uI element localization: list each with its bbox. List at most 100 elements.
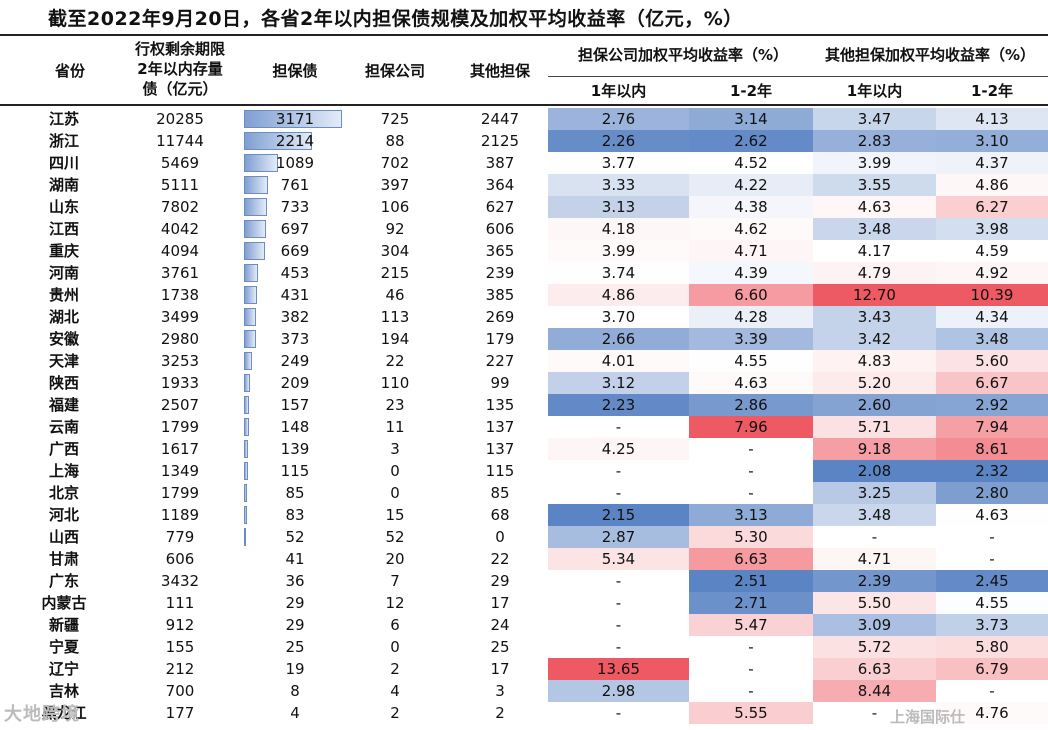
remaining-cell: 606 — [165, 550, 195, 568]
company-1y-cell: 13.65 — [597, 660, 640, 678]
other-12y-heat — [936, 504, 1048, 526]
header-bottom-rule — [0, 104, 1048, 106]
header-guarantee: 担保债 — [272, 62, 318, 80]
company-12y-cell: 3.13 — [734, 506, 768, 524]
guarantee-bar — [244, 264, 258, 282]
company-1y-cell: - — [615, 594, 622, 612]
table-row: 广东 3432 7 29 36 - 2.51 2.39 2.45 — [0, 570, 1048, 592]
other-12y-cell: 5.60 — [975, 352, 1009, 370]
guarantee-cell: 25 — [285, 638, 305, 656]
company-1y-cell: 2.98 — [601, 682, 636, 700]
other-1y-heat — [813, 570, 936, 592]
guarantee-cell: 1089 — [275, 154, 315, 172]
table-row: 江西 4042 92 606 697 4.18 4.62 3.48 3.98 — [0, 218, 1048, 240]
header-other-12y: 1-2年 — [970, 82, 1014, 100]
company-cell: 0 — [390, 638, 400, 656]
province-cell: 内蒙古 — [41, 594, 87, 612]
company-12y-heat — [689, 416, 813, 438]
other-1y-heat — [813, 394, 936, 416]
other-12y-heat — [936, 614, 1048, 636]
other-1y-cell: 3.09 — [857, 616, 892, 634]
company-12y-cell: - — [748, 440, 754, 458]
other-cell: 0 — [495, 528, 505, 546]
other-1y-cell: 8.44 — [857, 682, 892, 700]
other-1y-cell: 3.43 — [857, 308, 892, 326]
other-12y-cell: 2.92 — [975, 396, 1009, 414]
company-12y-cell: 2.51 — [734, 572, 768, 590]
province-cell: 河南 — [48, 264, 79, 282]
other-12y-cell: 4.92 — [975, 264, 1009, 282]
company-cell: 194 — [380, 330, 410, 348]
company-12y-cell: 4.52 — [734, 154, 768, 172]
company-cell: 46 — [385, 286, 405, 304]
other-cell: 137 — [485, 440, 515, 458]
other-cell: 269 — [485, 308, 515, 326]
company-1y-heat — [548, 262, 689, 284]
company-cell: 6 — [390, 616, 400, 634]
other-12y-cell: 10.39 — [970, 286, 1014, 304]
remaining-cell: 779 — [165, 528, 195, 546]
other-1y-heat — [813, 438, 936, 460]
other-1y-heat — [813, 482, 936, 504]
company-12y-heat — [689, 526, 813, 548]
other-1y-heat — [813, 174, 936, 196]
other-12y-heat — [936, 350, 1048, 372]
province-cell: 重庆 — [48, 242, 79, 260]
guarantee-bar — [244, 154, 278, 172]
company-12y-cell: 4.22 — [734, 176, 768, 194]
guarantee-cell: 115 — [280, 462, 310, 480]
company-12y-cell: 2.62 — [734, 132, 768, 150]
province-cell: 上海 — [48, 462, 79, 480]
company-1y-cell: 4.18 — [601, 220, 636, 238]
other-1y-heat — [813, 108, 936, 130]
guarantee-cell: 697 — [280, 220, 310, 238]
other-12y-cell: 3.48 — [975, 330, 1009, 348]
company-cell: 215 — [380, 264, 410, 282]
guarantee-cell: 373 — [280, 330, 310, 348]
company-12y-heat — [689, 394, 813, 416]
table-row: 辽宁 212 2 17 19 13.65 - 6.63 6.79 — [0, 658, 1048, 680]
table-row: 宁夏 155 0 25 25 - - 5.72 5.80 — [0, 636, 1048, 658]
province-cell: 江苏 — [48, 110, 79, 128]
other-cell: 387 — [485, 154, 515, 172]
other-cell: 239 — [485, 264, 515, 282]
company-1y-heat — [548, 658, 689, 680]
table-row: 上海 1349 0 115 115 - - 2.08 2.32 — [0, 460, 1048, 482]
other-12y-cell: - — [989, 682, 995, 700]
company-12y-heat — [689, 504, 813, 526]
province-cell: 广西 — [48, 440, 79, 458]
company-12y-heat — [689, 372, 813, 394]
province-cell: 吉林 — [48, 682, 79, 700]
header-other: 其他担保 — [469, 62, 530, 80]
guarantee-cell: 453 — [280, 264, 310, 282]
company-12y-cell: - — [748, 484, 754, 502]
guarantee-cell: 157 — [280, 396, 310, 414]
province-cell: 云南 — [48, 418, 79, 436]
other-1y-cell: 2.39 — [857, 572, 892, 590]
company-cell: 12 — [385, 594, 405, 612]
company-1y-cell: 3.33 — [601, 176, 636, 194]
company-1y-heat — [548, 548, 689, 570]
company-1y-cell: - — [615, 572, 622, 590]
company-1y-heat — [548, 306, 689, 328]
province-cell: 北京 — [48, 484, 79, 502]
page-title: 截至2022年9月20日，各省2年以内担保债规模及加权平均收益率（亿元，%） — [48, 8, 743, 30]
company-1y-cell: 3.99 — [601, 242, 636, 260]
other-1y-cell: 5.72 — [857, 638, 892, 656]
table-row: 贵州 1738 46 385 431 4.86 6.60 12.70 10.39 — [0, 284, 1048, 306]
header-remaining-line2: 2年以内存量 — [137, 60, 223, 78]
guarantee-cell: 209 — [280, 374, 310, 392]
other-cell: 365 — [485, 242, 515, 260]
other-1y-cell: 3.48 — [857, 506, 892, 524]
table-row: 黑龙江 177 2 2 4 - 5.55 - 4.76 — [0, 702, 1048, 724]
company-1y-cell: - — [615, 484, 622, 502]
other-12y-cell: 4.34 — [975, 308, 1009, 326]
company-12y-cell: 5.47 — [734, 616, 768, 634]
other-1y-cell: 3.48 — [857, 220, 892, 238]
guarantee-cell: 19 — [285, 660, 305, 678]
header-group-rule — [548, 76, 1048, 77]
guarantee-bar — [244, 352, 252, 370]
province-cell: 江西 — [48, 220, 79, 238]
other-1y-heat — [813, 196, 936, 218]
other-1y-cell: 2.60 — [857, 396, 892, 414]
